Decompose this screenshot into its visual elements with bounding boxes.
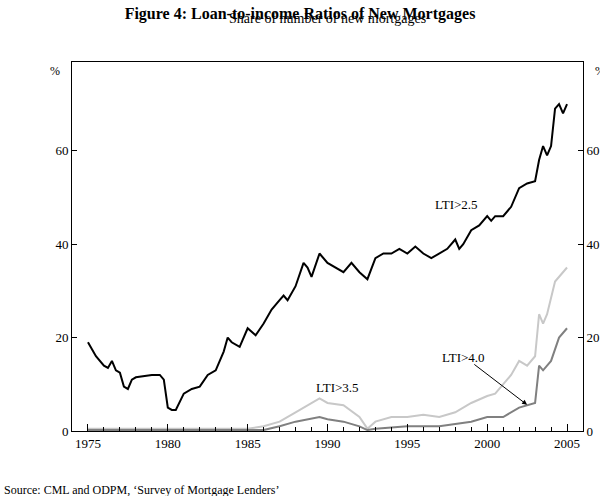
- svg-text:1975: 1975: [75, 436, 101, 451]
- svg-text:60: 60: [587, 143, 600, 158]
- svg-text:1990: 1990: [315, 436, 341, 451]
- svg-text:LTI>3.5: LTI>3.5: [316, 380, 359, 395]
- svg-text:%: %: [50, 64, 60, 78]
- svg-text:LTI>4.0: LTI>4.0: [442, 350, 485, 365]
- svg-text:Share of number of new mortgag: Share of number of new mortgages: [229, 11, 426, 26]
- svg-text:0: 0: [587, 424, 594, 439]
- svg-text:%: %: [595, 64, 600, 78]
- svg-text:2000: 2000: [474, 436, 500, 451]
- svg-text:1995: 1995: [394, 436, 420, 451]
- svg-text:2005: 2005: [554, 436, 580, 451]
- svg-text:1985: 1985: [235, 436, 261, 451]
- svg-text:1980: 1980: [155, 436, 181, 451]
- svg-text:20: 20: [587, 330, 600, 345]
- svg-text:40: 40: [587, 237, 600, 252]
- svg-text:Figure 4: Loan-to-income Ratio: Figure 4: Loan-to-income Ratios of New M…: [125, 5, 476, 23]
- svg-text:Source: CML and ODPM, ‘Survey: Source: CML and ODPM, ‘Survey of Mortgag…: [4, 483, 280, 496]
- svg-text:60: 60: [55, 143, 68, 158]
- svg-text:20: 20: [55, 330, 68, 345]
- svg-text:LTI>2.5: LTI>2.5: [435, 197, 478, 212]
- svg-text:0: 0: [62, 424, 69, 439]
- svg-text:40: 40: [55, 237, 68, 252]
